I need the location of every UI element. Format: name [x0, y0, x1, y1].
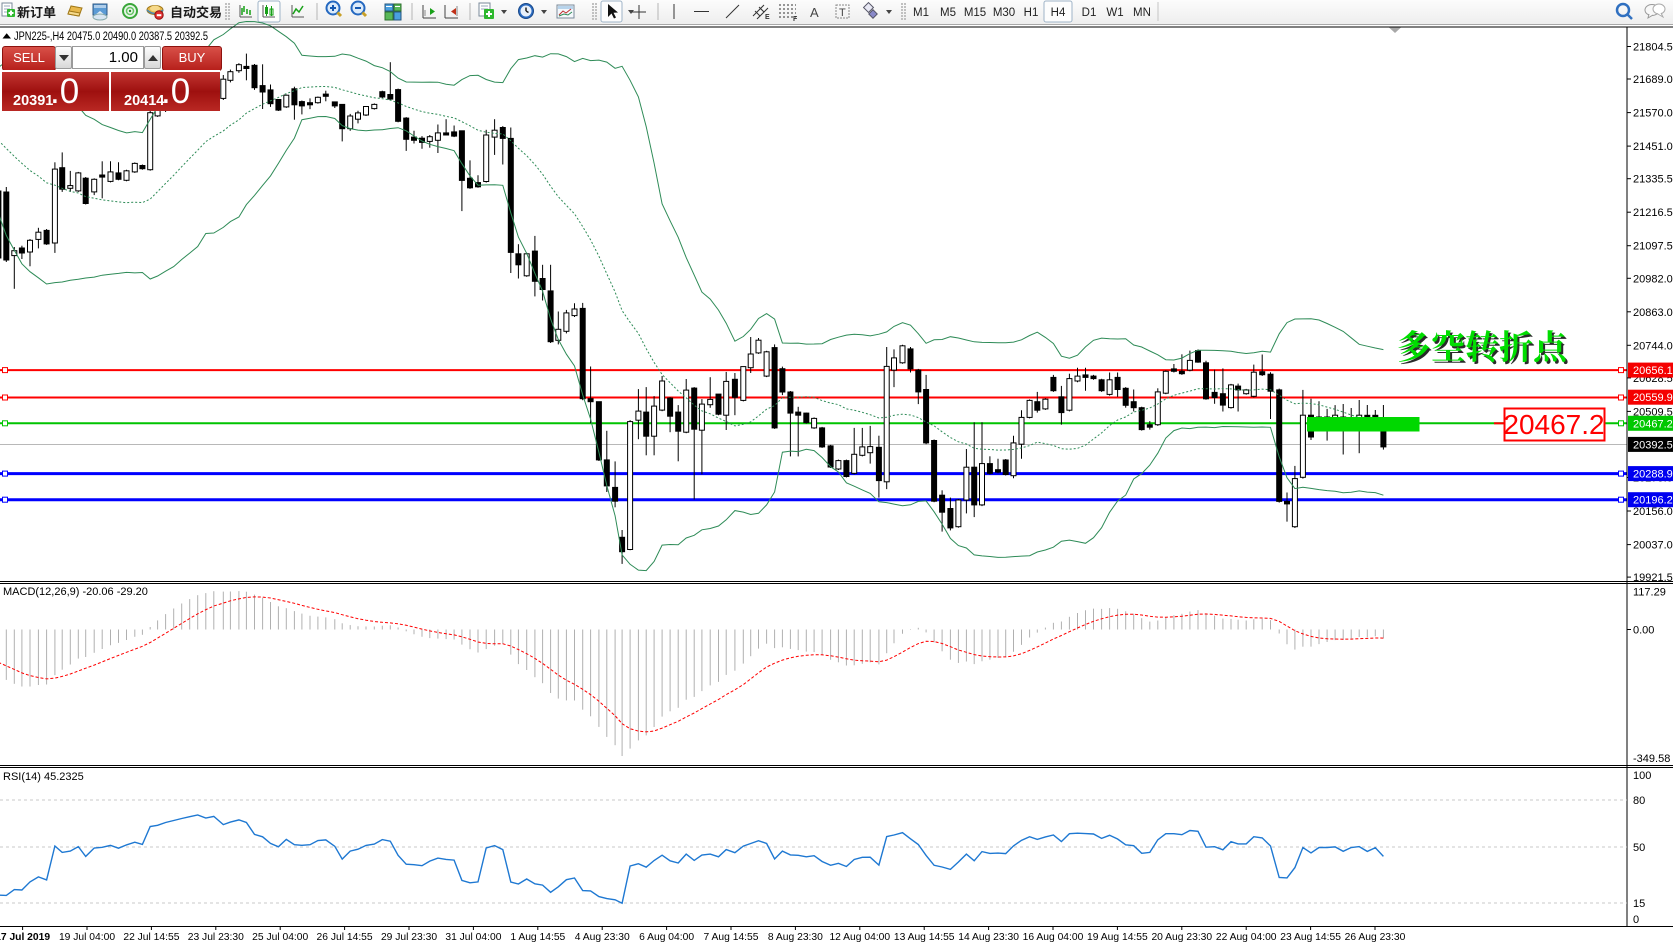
- svg-text:22 Aug 04:00: 22 Aug 04:00: [1216, 932, 1277, 943]
- svg-text:21216.5: 21216.5: [1633, 207, 1673, 219]
- svg-text:16 Aug 04:00: 16 Aug 04:00: [1023, 932, 1084, 943]
- svg-text:26 Aug 23:30: 26 Aug 23:30: [1345, 932, 1406, 943]
- svg-text:21570.0: 21570.0: [1633, 108, 1673, 120]
- svg-text:20288.9: 20288.9: [1633, 469, 1673, 481]
- svg-text:26 Jul 14:55: 26 Jul 14:55: [317, 932, 373, 943]
- svg-text:31 Jul 04:00: 31 Jul 04:00: [445, 932, 501, 943]
- svg-text:21097.5: 21097.5: [1633, 241, 1673, 253]
- svg-text:29 Jul 23:30: 29 Jul 23:30: [381, 932, 437, 943]
- svg-text:-349.58: -349.58: [1633, 753, 1670, 765]
- svg-text:14 Aug 23:30: 14 Aug 23:30: [958, 932, 1019, 943]
- svg-text:M30: M30: [993, 7, 1015, 19]
- svg-text:13 Aug 14:55: 13 Aug 14:55: [894, 932, 955, 943]
- svg-text:20392.5: 20392.5: [1633, 439, 1673, 451]
- svg-text:50: 50: [1633, 842, 1645, 854]
- svg-text:20467.2: 20467.2: [1503, 409, 1604, 440]
- svg-text:20744.0: 20744.0: [1633, 340, 1673, 352]
- svg-text:A: A: [810, 5, 819, 20]
- svg-text:19 Jul 04:00: 19 Jul 04:00: [59, 932, 115, 943]
- svg-text:M1: M1: [913, 7, 929, 19]
- svg-text:F: F: [793, 16, 798, 23]
- svg-text:M5: M5: [940, 7, 956, 19]
- svg-text:25 Jul 04:00: 25 Jul 04:00: [252, 932, 308, 943]
- svg-text:7 Aug 14:55: 7 Aug 14:55: [704, 932, 759, 943]
- svg-text:1 Aug 14:55: 1 Aug 14:55: [510, 932, 565, 943]
- svg-text:H1: H1: [1024, 7, 1039, 19]
- svg-text:17 Jul 2019: 17 Jul 2019: [0, 932, 50, 943]
- svg-text:23 Aug 14:55: 23 Aug 14:55: [1280, 932, 1341, 943]
- svg-text:12 Aug 04:00: 12 Aug 04:00: [829, 932, 890, 943]
- svg-text:21804.5: 21804.5: [1633, 42, 1673, 54]
- svg-text:20559.9: 20559.9: [1633, 392, 1673, 404]
- svg-text:MACD(12,26,9) -20.06 -29.20: MACD(12,26,9) -20.06 -29.20: [3, 586, 148, 598]
- svg-text:T: T: [839, 7, 846, 19]
- svg-text:19 Aug 14:55: 19 Aug 14:55: [1087, 932, 1148, 943]
- svg-text:8 Aug 23:30: 8 Aug 23:30: [768, 932, 823, 943]
- svg-text:100: 100: [1633, 770, 1651, 782]
- svg-text:W1: W1: [1106, 7, 1123, 19]
- svg-text:MN: MN: [1133, 7, 1151, 19]
- svg-text:19921.5: 19921.5: [1633, 572, 1673, 584]
- svg-text:23 Jul 23:30: 23 Jul 23:30: [188, 932, 244, 943]
- svg-text:22 Jul 14:55: 22 Jul 14:55: [123, 932, 179, 943]
- svg-text:0.00: 0.00: [1633, 625, 1654, 637]
- svg-text:E: E: [765, 14, 770, 21]
- svg-text:20982.0: 20982.0: [1633, 273, 1673, 285]
- svg-text:20156.0: 20156.0: [1633, 506, 1673, 518]
- svg-text:JPN225-,H4 20475.0 20490.0 20: JPN225-,H4 20475.0 20490.0 20387.5 20392…: [14, 31, 208, 43]
- svg-text:D1: D1: [1082, 7, 1097, 19]
- svg-text:20037.0: 20037.0: [1633, 540, 1673, 552]
- svg-text:H4: H4: [1051, 7, 1066, 19]
- svg-text:20 Aug 23:30: 20 Aug 23:30: [1151, 932, 1212, 943]
- svg-text:4 Aug 23:30: 4 Aug 23:30: [575, 932, 630, 943]
- svg-text:21335.5: 21335.5: [1633, 174, 1673, 186]
- svg-text:20863.0: 20863.0: [1633, 307, 1673, 319]
- svg-text:20656.1: 20656.1: [1633, 365, 1673, 377]
- svg-text:M15: M15: [964, 7, 986, 19]
- svg-text:21689.0: 21689.0: [1633, 74, 1673, 86]
- svg-text:0: 0: [1633, 914, 1639, 926]
- svg-text:6 Aug 04:00: 6 Aug 04:00: [639, 932, 694, 943]
- svg-text:21451.0: 21451.0: [1633, 141, 1673, 153]
- svg-text:20509.5: 20509.5: [1633, 406, 1673, 418]
- svg-text:80: 80: [1633, 795, 1645, 807]
- svg-text:117.29: 117.29: [1633, 587, 1666, 599]
- svg-text:20467.2: 20467.2: [1633, 418, 1673, 430]
- svg-text:15: 15: [1633, 898, 1645, 910]
- svg-text:20196.2: 20196.2: [1633, 495, 1673, 507]
- svg-text:RSI(14) 45.2325: RSI(14) 45.2325: [3, 771, 84, 783]
